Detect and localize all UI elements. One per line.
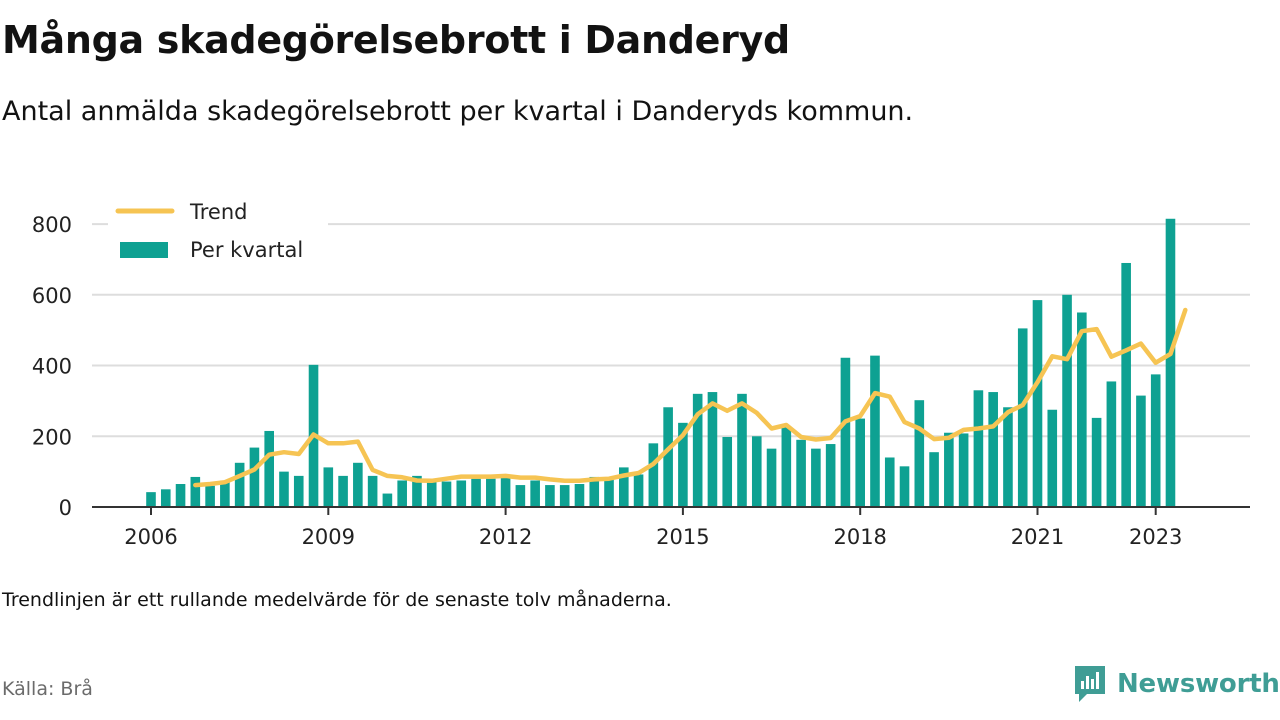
- y-axis-ticks: 0 200 400 600 800: [32, 213, 72, 520]
- bar: [1150, 374, 1161, 507]
- bar: [190, 476, 201, 507]
- bar: [1047, 409, 1058, 507]
- bar: [175, 484, 186, 507]
- bar: [825, 444, 836, 507]
- x-axis-ticks: 2006 2009 2012 2015 2018 2021 2023: [124, 507, 1182, 549]
- bar: [692, 393, 703, 507]
- bar: [958, 433, 969, 507]
- bar: [338, 475, 348, 507]
- bar: [205, 485, 215, 507]
- bar: [1062, 294, 1072, 507]
- y-tick-label: 400: [32, 355, 72, 379]
- brand-logo: Newsworthy: [1073, 664, 1280, 704]
- chart-title: Många skadegörelsebrott i Danderyd: [2, 18, 790, 62]
- bar: [737, 393, 747, 507]
- bar: [426, 480, 437, 507]
- bar: [929, 452, 939, 507]
- bar: [988, 392, 998, 507]
- bar: [781, 427, 792, 507]
- source-label: Källa: Brå: [2, 678, 93, 700]
- y-tick-label: 800: [32, 213, 72, 237]
- chart-note: Trendlinjen är ett rullande medelvärde f…: [2, 589, 672, 611]
- bar: [412, 475, 422, 507]
- bar: [367, 475, 378, 507]
- bar: [456, 480, 467, 507]
- bar: [353, 462, 363, 507]
- bar: [249, 447, 260, 507]
- bar: [160, 489, 171, 507]
- y-tick-label: 600: [32, 284, 72, 308]
- bar: [279, 471, 289, 507]
- bar: [471, 478, 481, 507]
- x-tick-label: 2023: [1129, 525, 1182, 549]
- x-tick-label: 2018: [833, 525, 886, 549]
- y-tick-label: 200: [32, 425, 72, 449]
- bar: [146, 492, 156, 507]
- bar: [1136, 395, 1146, 507]
- bar: [574, 484, 585, 507]
- x-tick-label: 2006: [124, 525, 177, 549]
- bar: [633, 474, 644, 507]
- bar: [707, 392, 718, 507]
- bar: [766, 448, 777, 507]
- bar: [441, 481, 452, 507]
- bar: [884, 457, 895, 507]
- bar: [515, 485, 526, 507]
- bar: [870, 355, 880, 507]
- bar: [293, 475, 304, 507]
- bar: [751, 436, 762, 507]
- bar: [1091, 417, 1102, 507]
- trend-series: [193, 307, 1188, 488]
- bar: [811, 448, 821, 507]
- trend-line: [193, 307, 1188, 488]
- bar: [604, 478, 614, 507]
- newsworthy-icon: [1075, 666, 1105, 702]
- x-tick-label: 2021: [1011, 525, 1064, 549]
- bar: [678, 422, 688, 507]
- legend-trend-label: Trend: [189, 200, 247, 224]
- bar: [589, 476, 600, 507]
- bar-series: [146, 218, 1176, 507]
- bar: [220, 480, 230, 507]
- bar: [264, 430, 274, 507]
- legend-bar-swatch: [120, 242, 168, 258]
- bar: [840, 357, 851, 507]
- bar: [1003, 407, 1013, 507]
- bar: [1121, 262, 1131, 507]
- bar: [397, 480, 407, 507]
- bar: [722, 436, 733, 507]
- bar: [530, 480, 540, 507]
- y-tick-label: 0: [59, 496, 72, 520]
- chart-subtitle: Antal anmälda skadegörelsebrott per kvar…: [2, 96, 914, 127]
- bar: [234, 462, 245, 507]
- bar: [973, 390, 984, 507]
- bar: [382, 493, 393, 507]
- bar: [914, 400, 925, 507]
- bar: [323, 467, 334, 507]
- legend-bar-label: Per kvartal: [190, 238, 303, 262]
- bar: [796, 439, 806, 507]
- bar: [1017, 328, 1028, 507]
- bar: [855, 418, 865, 507]
- bar: [1165, 218, 1176, 507]
- bar: [545, 485, 555, 507]
- bar: [559, 485, 570, 507]
- x-tick-label: 2015: [656, 525, 709, 549]
- bar: [663, 407, 673, 507]
- brand-name: Newsworthy: [1117, 669, 1280, 699]
- bar: [899, 466, 910, 507]
- x-tick-label: 2009: [302, 525, 355, 549]
- bar: [1032, 300, 1043, 507]
- bar: [1077, 312, 1087, 507]
- bar: [486, 478, 496, 507]
- bar: [944, 432, 954, 507]
- bar: [648, 443, 659, 507]
- bar: [1106, 381, 1117, 507]
- bar: [619, 467, 629, 507]
- legend: Trend Per kvartal: [108, 194, 328, 270]
- x-tick-label: 2012: [479, 525, 532, 549]
- bar: [500, 478, 511, 507]
